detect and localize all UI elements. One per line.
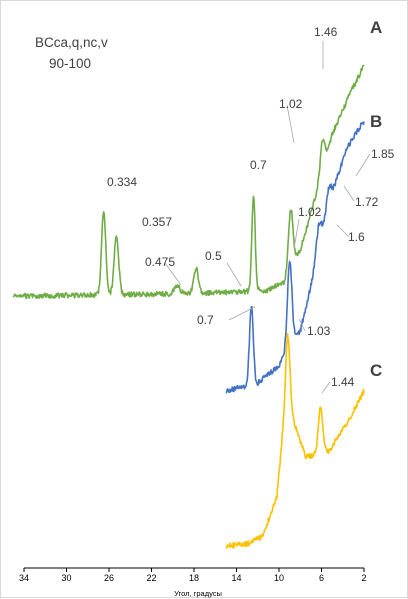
annotation-leader (343, 185, 355, 202)
x-tick-label: 22 (146, 573, 156, 583)
annotation-a-146: 1.46 (314, 25, 338, 39)
series-a-line (12, 64, 365, 300)
series-c-line (225, 332, 365, 549)
annotation-leader (228, 306, 256, 321)
chart-title-line-1: BCca,q,nc,v (35, 35, 108, 50)
x-tick-label: 18 (189, 573, 199, 583)
chart-title-line-2: 90-100 (49, 56, 91, 71)
curve-letter-c: C (370, 361, 382, 380)
annotation-leader (355, 153, 371, 177)
x-tick-label: 26 (104, 573, 114, 583)
annotation-leaders (164, 41, 371, 394)
curves (12, 64, 365, 549)
annotation-a-07: 0.7 (250, 158, 267, 172)
x-tick-label: 14 (231, 573, 241, 583)
x-axis: 34 30 26 22 18 14 10 6 2 Угол, градусы (19, 567, 367, 598)
annotation-leader (298, 318, 306, 332)
annotation-leader (336, 224, 350, 238)
annotation-a-0475: 0.475 (145, 255, 175, 269)
series-b-line (225, 121, 365, 394)
x-tick-label: 6 (319, 573, 324, 583)
curve-letter-b: B (370, 112, 382, 131)
annotation-b-102: 1.02 (298, 205, 322, 219)
annotation-leader (293, 218, 300, 250)
annotation-c-144: 1.44 (331, 375, 355, 389)
annotation-leader (286, 104, 295, 144)
annotation-a-102: 1.02 (279, 97, 303, 111)
x-axis-ticks: 34 30 26 22 18 14 10 6 2 (19, 568, 367, 583)
x-axis-title: Угол, градусы (174, 589, 222, 598)
annotation-b-16: 1.6 (348, 230, 365, 244)
curve-letter-a: A (370, 18, 382, 37)
annotation-b-07: 0.7 (197, 313, 214, 327)
annotation-b-185: 1.85 (371, 147, 395, 161)
annotation-a-0334: 0.334 (107, 175, 137, 189)
annotations: 0.334 0.357 0.475 0.5 0.7 1.02 1.46 0.7 … (107, 25, 395, 389)
x-tick-label: 34 (19, 573, 29, 583)
annotation-a-05: 0.5 (205, 249, 222, 263)
annotation-leader (226, 262, 242, 287)
annotation-b-103: 1.03 (307, 324, 331, 338)
chart-title: BCca,q,nc,v 90-100 (35, 35, 108, 71)
annotation-leader (164, 262, 182, 286)
annotation-b-172: 1.72 (355, 195, 379, 209)
curve-letters: A B C (370, 18, 382, 380)
x-tick-label: 2 (361, 573, 366, 583)
annotation-a-0357: 0.357 (142, 215, 172, 229)
annotation-leader (321, 381, 331, 394)
x-tick-label: 10 (274, 573, 284, 583)
x-tick-label: 30 (61, 573, 71, 583)
